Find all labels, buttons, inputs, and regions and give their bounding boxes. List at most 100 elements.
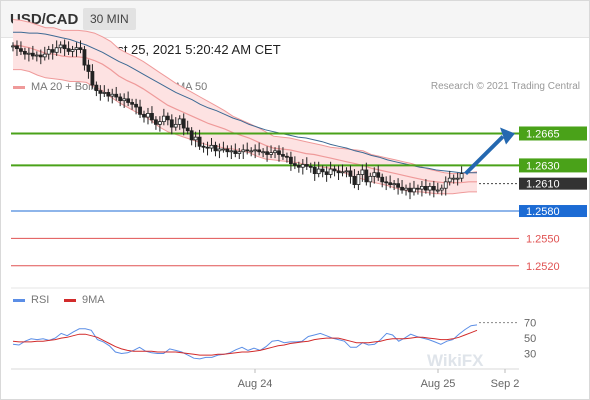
candle-body (416, 187, 420, 190)
legend-bollinger-swatch (13, 85, 25, 89)
level-box-1-2610 (519, 177, 587, 190)
candle-body (320, 168, 325, 173)
candle-body (197, 136, 202, 147)
candle-body (138, 106, 142, 115)
rsi-tick-70: 70 (524, 318, 536, 330)
candle-body (245, 149, 250, 152)
candle-body (288, 156, 293, 164)
candle-body (177, 118, 182, 125)
candle-body (118, 96, 123, 102)
candle-body (229, 150, 234, 153)
candle-body (372, 172, 377, 177)
candle-body (19, 48, 23, 52)
candle-body (408, 187, 412, 193)
candle-body (122, 98, 127, 102)
candle-body (23, 50, 27, 55)
ma20-line (12, 44, 477, 184)
candle-body (237, 151, 242, 154)
candle-body (146, 113, 150, 118)
candle-body (213, 144, 218, 152)
candle-body (451, 177, 456, 180)
x-tick-label: Aug 25 (421, 378, 456, 390)
candle-body (427, 185, 432, 191)
level-box-1-2630 (519, 158, 587, 173)
candle-body (46, 49, 51, 55)
candle-body (404, 187, 408, 191)
candle-body (459, 173, 464, 179)
candle-body (34, 54, 39, 57)
candle-body (281, 154, 285, 157)
candle-body (62, 44, 67, 50)
rsi-tick-50: 50 (524, 333, 536, 345)
candle-body (348, 170, 353, 177)
candle-body (316, 168, 321, 175)
candle-body (11, 45, 15, 48)
candle-body (78, 47, 83, 50)
rsi-series-9ma (12, 329, 478, 356)
bollinger-band-fill (13, 19, 477, 194)
candle-body (376, 172, 381, 178)
candle-body (185, 127, 190, 132)
candle-body (356, 174, 361, 185)
candle-body (173, 123, 178, 128)
candle-body (157, 121, 162, 125)
candle-body (249, 150, 254, 153)
candle-body (38, 54, 43, 58)
candle-body (296, 165, 301, 168)
candle-body (336, 170, 341, 174)
level-label-1-2550: 1.2550 (526, 233, 560, 245)
candle-body (257, 149, 262, 153)
legend-rsi-swatch (13, 298, 25, 302)
candle-body (106, 92, 111, 97)
candle-body (384, 181, 389, 184)
candle-body (90, 71, 95, 86)
candle-body (420, 185, 424, 190)
level-box-1-2580 (519, 205, 587, 218)
candle-body (300, 164, 305, 168)
candle-body (455, 177, 460, 180)
candle-body (423, 185, 428, 191)
bollinger-upper-line (12, 19, 478, 175)
candle-body (74, 47, 79, 50)
level-label-1-2580: 1.2580 (526, 206, 560, 218)
rsi-series-rsi (12, 324, 478, 360)
candle-body (328, 168, 333, 175)
candle-body (98, 90, 103, 94)
candle-body (225, 148, 230, 153)
level-box-1-2665 (519, 126, 587, 141)
candle-body (253, 149, 258, 152)
candle-body (134, 103, 138, 108)
candle-body (30, 52, 35, 57)
candle-body (169, 119, 174, 128)
candle-body (189, 130, 194, 141)
candle-body (400, 186, 404, 191)
candle-body (392, 183, 397, 186)
candle-body (15, 45, 19, 50)
candle-body (277, 150, 281, 155)
candle-body (340, 171, 345, 174)
timeframe-button[interactable]: 30 MIN (83, 8, 136, 30)
candle-body (285, 155, 289, 158)
candle-body (110, 93, 115, 97)
level-label-1-2665: 1.2665 (526, 128, 560, 140)
chart-header: USD/CAD 30 MIN (1, 1, 589, 38)
candle-body (435, 189, 440, 192)
x-tick-label: Aug 24 (238, 378, 273, 390)
candle-body (412, 187, 416, 193)
x-tick-label: Sep 2 (491, 378, 520, 390)
candle-body (26, 52, 31, 55)
candle-body (312, 166, 317, 175)
candle-body (273, 150, 277, 154)
candle-body (86, 64, 91, 72)
candle-body (150, 113, 154, 121)
watermark-logo: WikiFX (427, 351, 484, 370)
research-credit: Research © 2021 Trading Central (430, 81, 580, 92)
candle-body (82, 49, 87, 66)
candle-body (102, 92, 107, 94)
candle-body (42, 53, 47, 58)
legend-rsi: RSI (13, 294, 49, 306)
candle-body (265, 151, 269, 155)
candle-body (114, 93, 119, 98)
legend-rsi-ma-swatch (64, 298, 76, 302)
